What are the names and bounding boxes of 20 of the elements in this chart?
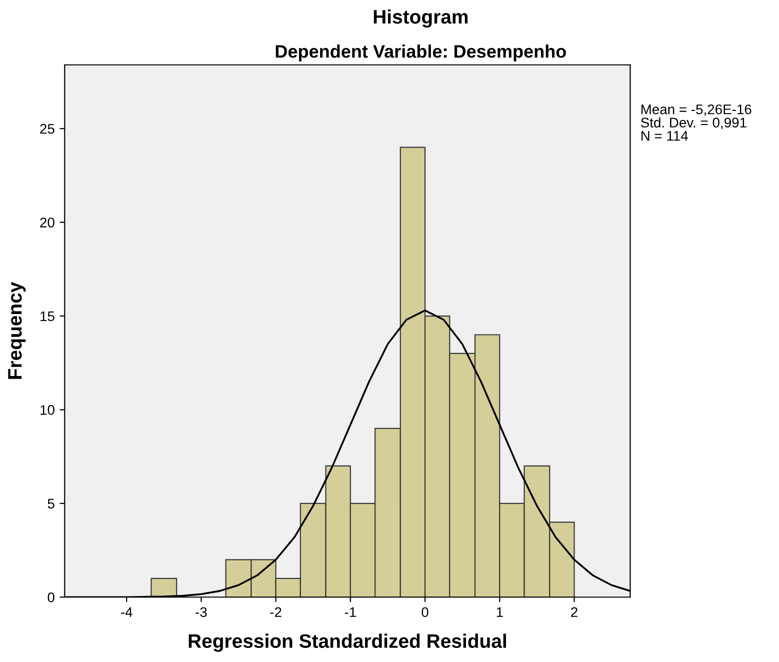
x-tick-label: -2 [270,607,282,617]
y-tick-label: 0 [48,592,54,602]
y-axis-title: Frequency [8,282,26,379]
text: N = 114 [641,131,688,141]
chart-subtitle: Dependent Variable: Desempenho [276,44,566,62]
x-tick-label: -4 [121,607,132,617]
x-tick-label: -1 [344,607,356,617]
text: Std. Dev. = 0,991 [640,117,746,130]
chart-title: Histogram [374,9,468,28]
y-tick-label: 15 [40,311,54,322]
x-tick-label: 0 [422,607,428,618]
y-tick-label: 5 [48,498,54,509]
x-tick-label: 2 [571,607,578,617]
y-tick-label: 25 [40,124,54,134]
y-tick-label: 10 [40,405,54,415]
x-tick-label: -3 [196,607,207,618]
text: Mean = -5,26E-16 [641,104,752,116]
x-axis-title: Regression Standardized Residual [188,634,506,652]
x-tick-label: 1 [496,607,503,617]
y-tick-label: 20 [40,218,54,228]
